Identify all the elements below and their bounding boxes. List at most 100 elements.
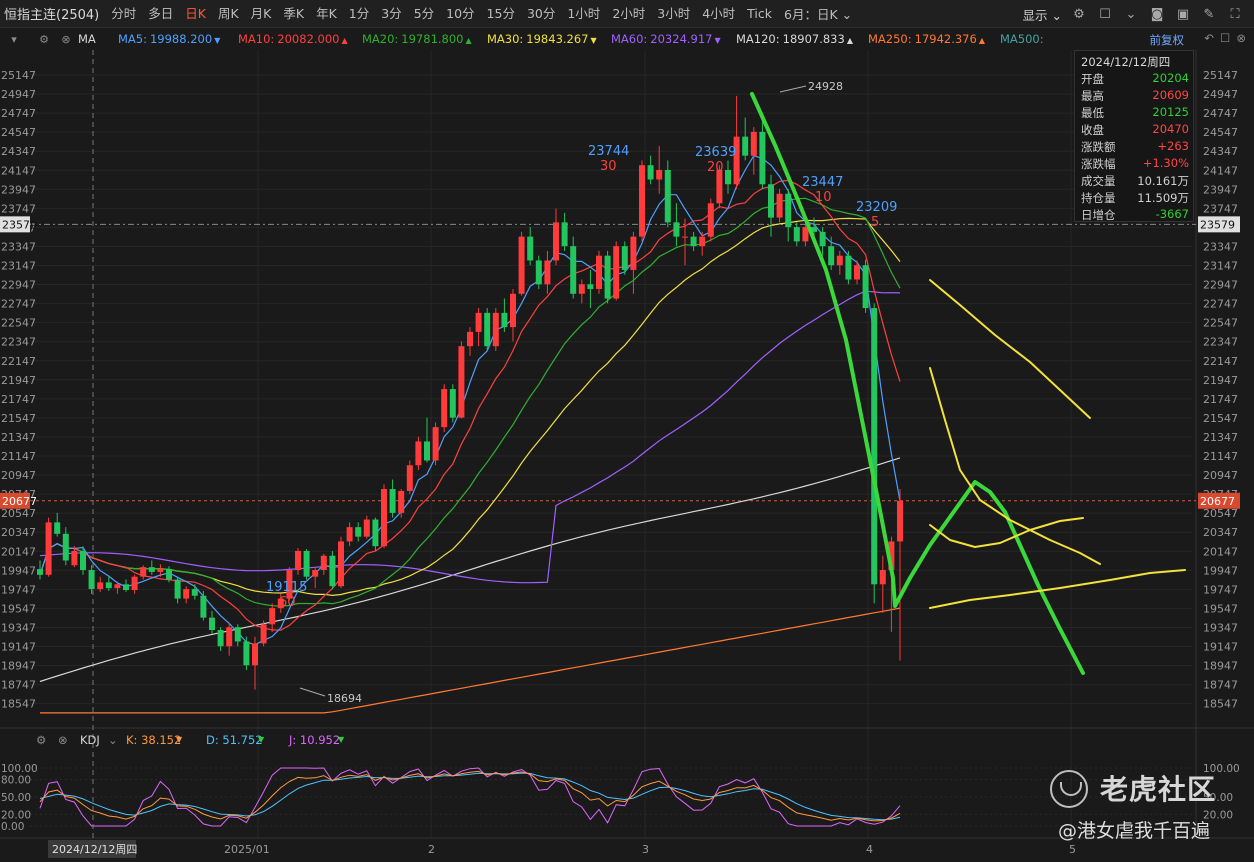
- ma-label: MA10:: [238, 32, 275, 46]
- display-dropdown[interactable]: 显示 ⌄: [1023, 5, 1062, 24]
- info-label: 成交量: [1081, 174, 1116, 188]
- ma-arrow: ▲: [465, 36, 472, 45]
- candle-body: [260, 624, 267, 644]
- symbol-selector[interactable]: 恒指主连(2504): [4, 8, 100, 23]
- candle-body: [630, 236, 637, 270]
- price-tick-right: 19947: [1203, 564, 1238, 577]
- candle-body: [897, 500, 903, 542]
- ma-indicator-name: MA: [78, 32, 96, 46]
- price-tick-right: 23947: [1203, 183, 1238, 196]
- pencil-icon[interactable]: ✎: [1203, 6, 1215, 22]
- gear-icon[interactable]: ⚙: [39, 32, 49, 46]
- price-tick-right: 24147: [1203, 164, 1238, 177]
- price-tick-left: 20347: [1, 526, 36, 539]
- period-tab[interactable]: 10分: [446, 5, 475, 21]
- camera-icon[interactable]: ◙: [1150, 6, 1164, 22]
- period-tab[interactable]: 月K: [250, 5, 272, 21]
- candle-body: [286, 570, 293, 599]
- kdj-k-arrow: ▼: [176, 735, 183, 744]
- info-label: 持仓量: [1081, 191, 1116, 205]
- period-tab[interactable]: 多日: [148, 5, 174, 21]
- price-adjust-button[interactable]: 前复权: [1149, 33, 1185, 47]
- price-tick-right: 19747: [1203, 583, 1238, 596]
- square-icon[interactable]: ☐: [1220, 31, 1231, 45]
- candle-body: [501, 312, 508, 328]
- price-tick-right: 21947: [1203, 374, 1238, 387]
- candle-body: [879, 570, 886, 585]
- ma-value-4: MA60: 20324.917 ▼: [611, 32, 721, 46]
- range-dropdown[interactable]: 6月：日K ⌄: [778, 4, 858, 23]
- gear-icon[interactable]: ⚙: [1073, 6, 1085, 22]
- price-tick-left: 20547: [1, 507, 36, 520]
- price-tick-right: 18747: [1203, 679, 1238, 692]
- square-icon[interactable]: ☐: [1099, 6, 1111, 22]
- trough-leader-line: [299, 687, 326, 697]
- info-value: +263: [1157, 139, 1189, 153]
- kdj-k-line: [39, 770, 901, 822]
- fullscreen-icon[interactable]: ⛶: [1230, 6, 1240, 22]
- period-tab[interactable]: 3小时: [657, 5, 691, 21]
- period-tab[interactable]: 1分: [348, 5, 370, 21]
- ma-number: 19988.200: [149, 32, 213, 46]
- candle-body: [811, 227, 817, 232]
- candle-body: [80, 550, 86, 571]
- kdj-j-line: [39, 767, 901, 827]
- candle-body: [148, 567, 155, 572]
- candle-body: [733, 136, 740, 185]
- candle-body: [312, 570, 319, 577]
- price-tick-right: 25147: [1203, 69, 1238, 82]
- price-tick-right: 22347: [1203, 336, 1238, 349]
- peak-count-label: 20: [707, 160, 724, 175]
- ma-label: MA250:: [868, 32, 912, 46]
- candle-body: [320, 555, 327, 571]
- period-tab[interactable]: Tick: [747, 5, 773, 21]
- ma-indicator-bar: ▾ ⚙ ⊗ MA MA5: 19988.200 ▼ MA10: 20082.000 ▲ MA…: [0, 29, 1254, 49]
- period-tab[interactable]: 分时: [111, 5, 137, 21]
- kdj-tick-left: 50.00: [1, 792, 31, 804]
- price-tick-right: 21147: [1203, 450, 1238, 463]
- candle-body: [346, 527, 353, 542]
- kdj-d-arrow: ▼: [258, 735, 265, 744]
- collapse-icon[interactable]: ▾: [11, 32, 17, 46]
- candle-body: [475, 312, 482, 332]
- info-value: 20204: [1152, 71, 1189, 85]
- candle-body: [200, 595, 207, 618]
- period-tab[interactable]: 4小时: [702, 5, 736, 21]
- candle-body: [613, 246, 620, 299]
- price-tick-left: 24947: [1, 88, 36, 101]
- undo-icon[interactable]: ↶: [1204, 31, 1215, 45]
- period-tab[interactable]: 5分: [413, 5, 435, 21]
- close-icon[interactable]: ⊗: [1236, 31, 1246, 45]
- date-tick: 3: [642, 843, 649, 856]
- candle-body: [664, 169, 671, 223]
- period-tab[interactable]: 日K: [185, 5, 206, 21]
- close-icon[interactable]: ⊗: [61, 32, 71, 46]
- price-tick-left: 24747: [1, 107, 36, 120]
- ma-arrow: ▼: [714, 36, 721, 45]
- candle-body: [768, 184, 774, 218]
- chevron-down-icon[interactable]: ⌄: [108, 733, 118, 747]
- tiger-logo-icon: [1050, 770, 1088, 808]
- range-label: 6月：日K: [784, 7, 838, 22]
- period-tab[interactable]: 30分: [526, 5, 556, 21]
- gear-icon[interactable]: ⚙: [36, 733, 47, 747]
- candle-body: [621, 246, 628, 270]
- period-tab[interactable]: 周K: [217, 5, 239, 21]
- candle-body: [561, 222, 568, 247]
- period-tab[interactable]: 季K: [283, 5, 305, 21]
- watermark-brand: 老虎社区: [1100, 773, 1217, 806]
- candle-body: [535, 260, 542, 285]
- period-tab[interactable]: 2小时: [612, 5, 646, 21]
- price-tick-left: 22347: [1, 336, 36, 349]
- period-tab[interactable]: 年K: [316, 5, 337, 21]
- candle-body: [217, 630, 224, 647]
- period-tab[interactable]: 1小时: [567, 5, 601, 21]
- image-icon[interactable]: ▣: [1176, 6, 1190, 22]
- period-tab[interactable]: 3分: [381, 5, 402, 21]
- close-icon[interactable]: ⊗: [58, 733, 68, 747]
- chevron-down-icon[interactable]: ⌄: [1125, 6, 1137, 22]
- date-tick: 4: [866, 843, 873, 856]
- period-tab[interactable]: 15分: [486, 5, 515, 21]
